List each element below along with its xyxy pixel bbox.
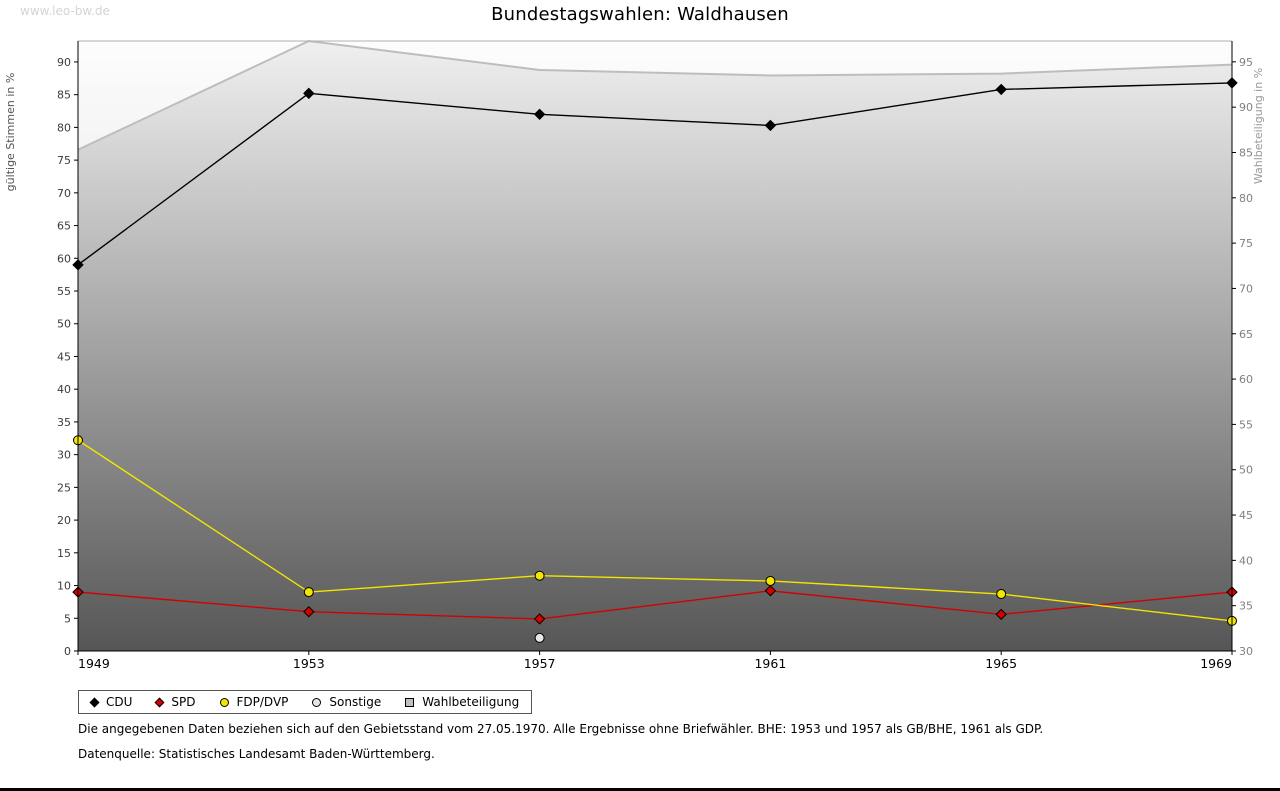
right-tick-label: 80 [1239,192,1253,205]
footnotes: Die angegebenen Daten beziehen sich auf … [78,722,1043,772]
right-tick-label: 85 [1239,146,1253,159]
left-tick-label: 35 [57,416,71,429]
legend-label-spd: SPD [171,695,196,709]
footnote-datenquelle: Datenquelle: Statistisches Landesamt Bad… [78,747,435,761]
right-tick-label: 40 [1239,554,1253,567]
left-tick-label: 80 [57,121,71,134]
wahlbeteiligung-line [77,39,1233,151]
fdp-dvp-marker [765,575,776,586]
legend-circle-marker-fdp-dvp [219,697,229,707]
right-axis-title: Wahlbeteiligung in % [1252,68,1265,184]
left-tick-label: 30 [57,449,71,462]
left-tick-label: 40 [57,383,71,396]
x-tick-label: 1969 [1200,656,1232,671]
legend-item-cdu: CDU [89,695,133,709]
left-tick-label: 15 [57,547,71,560]
watermark: www.leo-bw.de [20,4,110,18]
left-tick-label: 60 [57,252,71,265]
left-tick-label: 65 [57,220,71,233]
spd-line [77,590,1233,620]
right-tick-label: 70 [1239,282,1253,295]
legend-circle-marker-sonstige [312,697,322,707]
bottom-border [0,788,1280,791]
left-tick-label: 45 [57,350,71,363]
legend-item-wahlbeteiligung: Wahlbeteiligung [405,695,519,709]
legend-label-cdu: CDU [106,695,133,709]
spd-marker [533,613,546,625]
legend-diamond-marker-cdu [89,697,100,707]
cdu-line [77,82,1233,266]
left-tick-label: 20 [57,514,71,527]
footnote-gebietsstand: Die angegebenen Daten beziehen sich auf … [78,722,1044,736]
x-tick-label: 1949 [78,656,110,671]
spd-marker [303,606,315,618]
sonstige-marker [534,632,545,643]
right-tick-label: 35 [1239,600,1253,613]
left-tick-label: 85 [57,89,71,102]
right-tick-label: 55 [1239,418,1253,431]
left-tick-label: 75 [57,154,71,167]
left-tick-label: 0 [64,645,71,658]
right-tick-label: 60 [1239,373,1253,386]
legend-label-wahlbeteiligung: Wahlbeteiligung [422,695,520,709]
right-tick-label: 90 [1239,101,1253,114]
right-tick-label: 75 [1239,237,1253,250]
legend-label-fdp-dvp: FDP/DVP [236,695,289,709]
fdp-dvp-marker [534,570,545,581]
cdu-marker [533,108,546,121]
right-tick-label: 50 [1239,464,1253,477]
left-axis-title: gültige Stimmen in % [4,73,17,192]
x-tick-label: 1965 [985,656,1017,671]
legend-diamond-marker-spd [154,697,165,707]
fdp-dvp-marker [303,587,314,598]
left-tick-label: 10 [57,580,71,593]
left-tick-label: 25 [57,481,71,494]
spd-marker [764,585,777,597]
legend-item-sonstige: Sonstige [312,695,381,709]
cdu-marker [303,87,315,100]
election-line-chart: 0 5 10 15 20 25 30 35 40 45 50 55 60 65 70 75 80 85 90 30 35… [4,39,1265,671]
legend-item-fdp-dvp: FDP/DVP [219,695,289,709]
right-tick-label: 95 [1239,56,1253,69]
legend-item-spd: SPD [154,695,196,709]
wahlbeteiligung-area [78,41,1232,651]
right-tick-label: 65 [1239,328,1253,341]
chart-title: Bundestagswahlen: Waldhausen [491,4,789,25]
x-tick-label: 1953 [293,656,325,671]
legend: CDU SPD FDP/DVP Sonstige Wahlbeteiligung [78,690,533,714]
left-tick-label: 5 [64,612,71,625]
cdu-marker [764,119,777,132]
x-tick-label: 1961 [754,656,786,671]
left-tick-label: 55 [57,285,71,298]
fdp-dvp-marker [996,589,1007,600]
legend-square-marker-wahlbeteiligung [405,697,415,707]
legend-label-sonstige: Sonstige [329,695,382,709]
left-tick-label: 50 [57,318,71,331]
right-tick-label: 30 [1239,645,1253,658]
left-tick-label: 70 [57,187,71,200]
fdp-dvp-line [77,439,1233,622]
spd-marker [995,608,1007,621]
right-tick-label: 45 [1239,509,1253,522]
cdu-marker [995,83,1007,96]
left-tick-label: 90 [57,56,71,69]
x-tick-label: 1957 [524,656,556,671]
